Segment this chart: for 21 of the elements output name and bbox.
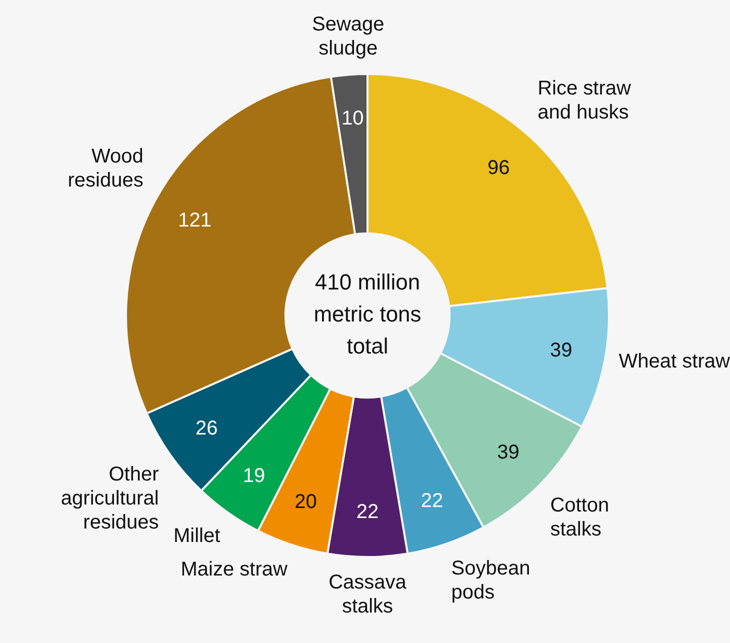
slice-label: Maize straw: [180, 558, 288, 581]
slice-label: Sewage sludge: [312, 13, 384, 60]
data-label: 20: [294, 490, 317, 513]
slice-label: Soybean pods: [451, 557, 530, 604]
data-label: 22: [420, 490, 444, 512]
data-label: 26: [196, 418, 218, 440]
slice-label: Cassava stalks: [328, 572, 408, 618]
data-label: 96: [487, 157, 510, 180]
data-label: 121: [178, 209, 212, 232]
slice-label: Millet: [173, 524, 221, 547]
data-label: 39: [497, 442, 520, 464]
data-label: 19: [242, 464, 266, 487]
slice-label: Wood residues: [68, 145, 144, 192]
slice-label: Cotton stalks: [550, 494, 610, 541]
slice-label: Other agricultural residues: [60, 463, 160, 534]
data-label: 10: [341, 108, 364, 130]
data-label: 39: [550, 340, 572, 362]
slice-label: Wheat straw: [618, 350, 730, 372]
slice-label: Rice straw and husks: [538, 77, 632, 124]
data-label: 22: [356, 500, 379, 523]
text: 410 million metric tons total: [314, 270, 422, 359]
